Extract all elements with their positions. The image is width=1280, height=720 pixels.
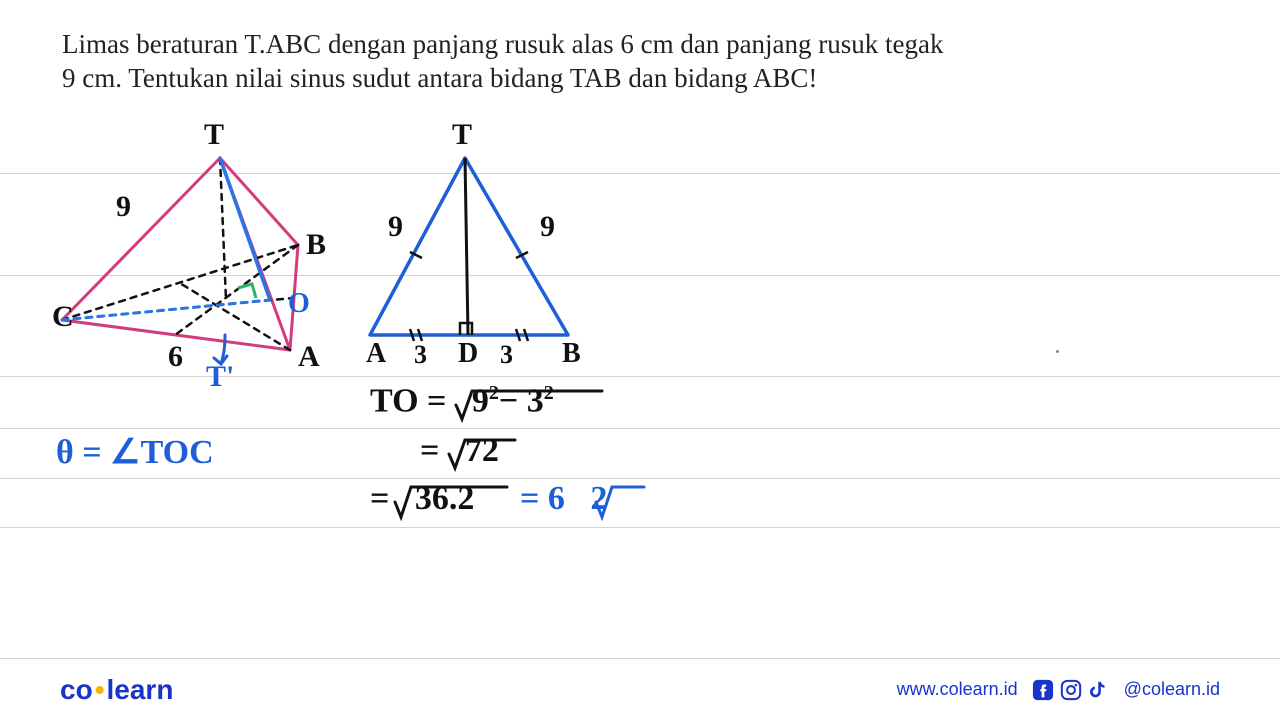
facebook-icon[interactable] xyxy=(1032,679,1054,701)
label-D-2d: D xyxy=(458,338,478,370)
stray-dot xyxy=(1056,350,1059,353)
logo-part-b: learn xyxy=(107,674,174,705)
calc-line-3a: = 36.2 xyxy=(370,480,474,518)
instagram-icon[interactable] xyxy=(1060,679,1082,701)
ruled-line xyxy=(0,173,1280,174)
social-icons xyxy=(1032,679,1110,701)
footer: co•learn www.colearn.id @colearn.id xyxy=(0,658,1280,720)
logo-dot-icon: • xyxy=(93,674,107,705)
label-seg3l: 3 xyxy=(414,340,427,370)
label-right-9: 9 xyxy=(540,210,555,244)
ruled-line xyxy=(0,478,1280,479)
label-O-3d: O xyxy=(288,288,310,320)
calc-line-2: = 72 xyxy=(420,432,499,470)
label-A-2d: A xyxy=(366,338,386,370)
label-T-2d: T xyxy=(452,118,472,152)
label-seg3r: 3 xyxy=(500,340,513,370)
ruled-line xyxy=(0,527,1280,528)
label-C-3d: C xyxy=(52,300,74,334)
footer-right: www.colearn.id @colearn.id xyxy=(897,679,1220,701)
ruled-line xyxy=(0,275,1280,276)
label-T-3d: T xyxy=(204,118,224,152)
label-Tprime: T' xyxy=(206,360,234,394)
figure-overlay xyxy=(0,0,1280,720)
page: Limas beraturan T.ABC dengan panjang rus… xyxy=(0,0,1280,720)
label-B-2d: B xyxy=(562,338,581,370)
footer-url[interactable]: www.colearn.id xyxy=(897,679,1018,700)
calc-line-3b: = 6 2 xyxy=(520,480,607,518)
ruled-line xyxy=(0,376,1280,377)
label-B-3d: B xyxy=(306,228,326,262)
tiktok-icon[interactable] xyxy=(1088,679,1110,701)
calc-line-1: TO = 92− 32 xyxy=(370,382,554,420)
label-A-3d: A xyxy=(298,340,320,374)
logo-part-a: co xyxy=(60,674,93,705)
brand-logo: co•learn xyxy=(60,674,173,706)
question-text: Limas beraturan T.ABC dengan panjang rus… xyxy=(62,28,962,96)
label-edge-9: 9 xyxy=(116,190,131,224)
theta-line: θ = ∠TOC xyxy=(56,432,214,472)
ruled-line xyxy=(0,428,1280,429)
label-left-9: 9 xyxy=(388,210,403,244)
footer-handle[interactable]: @colearn.id xyxy=(1124,679,1220,700)
label-edge-6: 6 xyxy=(168,340,183,374)
